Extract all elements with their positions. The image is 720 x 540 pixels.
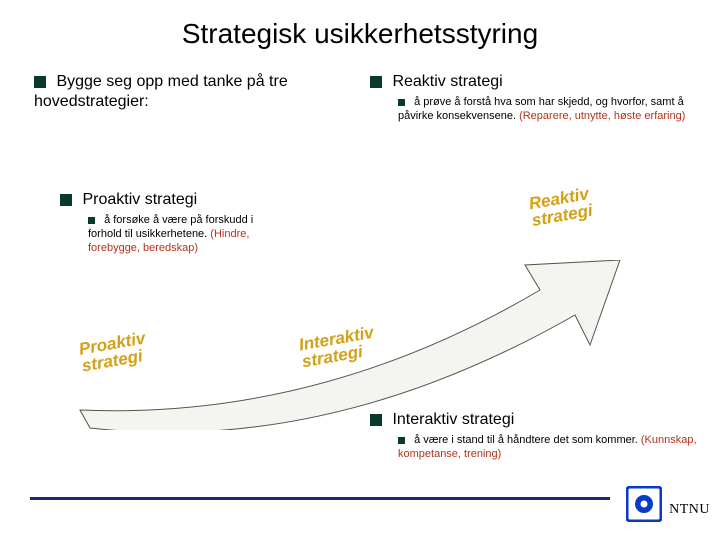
proaktiv-section: Proaktiv strategi å forsøke å være på fo… (60, 190, 340, 255)
bullet-icon (398, 99, 405, 106)
arrow-label-reaktiv: Reaktiv strategi (528, 185, 594, 229)
proaktiv-heading: Proaktiv strategi (82, 191, 197, 208)
reaktiv-body-highlight: (Reparere, utnytte, høste erfaring) (519, 110, 685, 122)
interaktiv-body-plain: å være i stand til å håndtere det som ko… (414, 434, 641, 446)
proaktiv-body: å forsøke å være på forskudd i forhold t… (88, 214, 253, 254)
intro-text: Bygge seg opp med tanke på tre hovedstra… (34, 73, 288, 110)
bullet-icon (370, 76, 382, 88)
bullet-icon (60, 194, 72, 206)
bullet-icon (88, 217, 95, 224)
ntnu-logo (626, 486, 662, 522)
interaktiv-heading: Interaktiv strategi (392, 411, 514, 428)
ntnu-text: NTNU (669, 502, 710, 518)
footer-divider (30, 497, 610, 500)
bullet-icon (34, 76, 46, 88)
reaktiv-section: Reaktiv strategi å prøve å forstå hva so… (370, 72, 690, 124)
bullet-icon (370, 414, 382, 426)
interaktiv-section: Interaktiv strategi å være i stand til å… (370, 410, 700, 462)
intro-bullet: Bygge seg opp med tanke på tre hovedstra… (34, 72, 314, 112)
slide: Strategisk usikkerhetsstyring Bygge seg … (0, 0, 720, 540)
page-title: Strategisk usikkerhetsstyring (0, 18, 720, 50)
interaktiv-body: å være i stand til å håndtere det som ko… (398, 434, 697, 460)
reaktiv-body: å prøve å forstå hva som har skjedd, og … (398, 96, 685, 122)
bullet-icon (398, 437, 405, 444)
reaktiv-heading: Reaktiv strategi (392, 73, 502, 90)
